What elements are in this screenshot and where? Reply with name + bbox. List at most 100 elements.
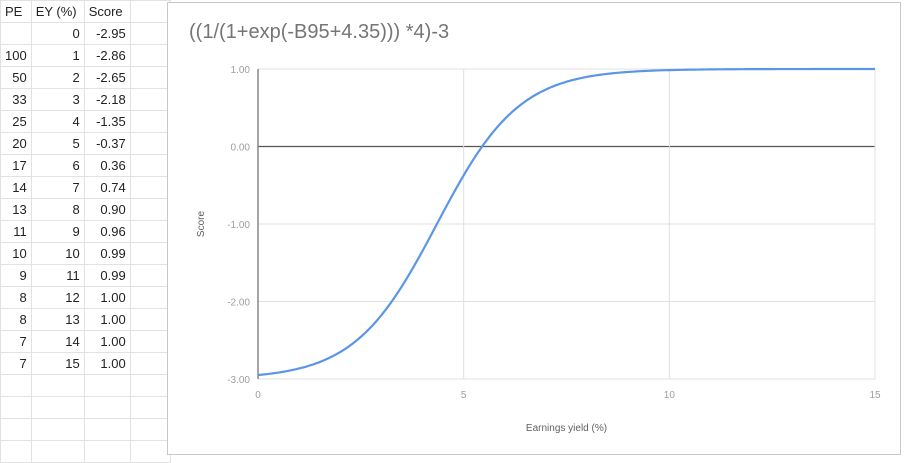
empty-cell[interactable] <box>129 22 171 45</box>
ey-cell[interactable]: 5 <box>30 132 85 155</box>
empty-cell[interactable] <box>129 198 171 221</box>
score-cell[interactable]: 0.36 <box>83 154 131 177</box>
empty-cell[interactable] <box>129 176 171 199</box>
empty-cell[interactable] <box>129 352 171 375</box>
pe-cell[interactable]: 100 <box>0 44 32 67</box>
score-cell[interactable]: -1.35 <box>83 110 131 133</box>
ey-cell[interactable]: 7 <box>30 176 85 199</box>
pe-cell[interactable]: 11 <box>0 220 32 243</box>
pe-cell[interactable]: 14 <box>0 176 32 199</box>
ey-cell[interactable] <box>30 374 85 397</box>
pe-cell[interactable]: 25 <box>0 110 32 133</box>
pe-cell[interactable] <box>0 22 32 45</box>
table-row: 14 7 0.74 <box>0 176 171 199</box>
empty-cell[interactable] <box>129 418 171 441</box>
empty-cell[interactable] <box>129 308 171 331</box>
ey-cell[interactable]: 12 <box>30 286 85 309</box>
score-cell[interactable]: 0.99 <box>83 264 131 287</box>
y-tick-label: 1.00 <box>231 65 251 76</box>
chart-container[interactable]: ((1/(1+exp(-B95+4.35))) *4)-3 1.00 0.00 -1… <box>167 2 901 455</box>
empty-cell[interactable] <box>129 330 171 353</box>
ey-cell[interactable]: 14 <box>30 330 85 353</box>
x-tick-label: 15 <box>869 390 881 401</box>
pe-cell[interactable]: 20 <box>0 132 32 155</box>
ey-cell[interactable]: 15 <box>30 352 85 375</box>
ey-cell[interactable]: EY (%) <box>30 0 85 23</box>
ey-cell[interactable]: 11 <box>30 264 85 287</box>
empty-cell[interactable] <box>129 44 171 67</box>
ey-cell[interactable]: 8 <box>30 198 85 221</box>
score-cell[interactable]: 0.99 <box>83 242 131 265</box>
ey-cell[interactable]: 9 <box>30 220 85 243</box>
x-tick-label: 10 <box>664 390 676 401</box>
empty-cell[interactable] <box>129 110 171 133</box>
score-cell[interactable] <box>83 374 131 397</box>
ey-cell[interactable] <box>30 396 85 419</box>
empty-cell[interactable] <box>129 0 171 23</box>
score-cell[interactable] <box>83 440 131 463</box>
ey-cell[interactable] <box>30 440 85 463</box>
score-cell[interactable]: 0.90 <box>83 198 131 221</box>
table-row: 33 3 -2.18 <box>0 88 171 111</box>
score-cell[interactable]: 1.00 <box>83 308 131 331</box>
empty-cell[interactable] <box>129 286 171 309</box>
table-row: 100 1 -2.86 <box>0 44 171 67</box>
score-cell[interactable]: 0.96 <box>83 220 131 243</box>
empty-cell[interactable] <box>129 396 171 419</box>
ey-cell[interactable]: 0 <box>30 22 85 45</box>
table-row: 11 9 0.96 <box>0 220 171 243</box>
score-cell[interactable]: 1.00 <box>83 330 131 353</box>
table-row: 9 11 0.99 <box>0 264 171 287</box>
pe-cell[interactable]: 17 <box>0 154 32 177</box>
pe-cell[interactable]: PE <box>0 0 32 23</box>
score-cell[interactable]: Score <box>83 0 131 23</box>
empty-cell[interactable] <box>129 440 171 463</box>
empty-cell[interactable] <box>129 132 171 155</box>
pe-cell[interactable]: 10 <box>0 242 32 265</box>
y-tick-label: -3.00 <box>227 375 250 386</box>
empty-cell[interactable] <box>129 154 171 177</box>
score-cell[interactable]: 0.74 <box>83 176 131 199</box>
ey-cell[interactable]: 3 <box>30 88 85 111</box>
table-row: 20 5 -0.37 <box>0 132 171 155</box>
ey-cell[interactable] <box>30 418 85 441</box>
score-cell[interactable] <box>83 418 131 441</box>
score-cell[interactable]: 1.00 <box>83 286 131 309</box>
empty-cell[interactable] <box>129 66 171 89</box>
pe-cell[interactable]: 8 <box>0 286 32 309</box>
pe-cell[interactable] <box>0 418 32 441</box>
pe-cell[interactable] <box>0 440 32 463</box>
pe-cell[interactable]: 33 <box>0 88 32 111</box>
score-cell[interactable]: 1.00 <box>83 352 131 375</box>
score-cell[interactable]: -2.18 <box>83 88 131 111</box>
ey-cell[interactable]: 2 <box>30 66 85 89</box>
pe-cell[interactable]: 7 <box>0 352 32 375</box>
pe-cell[interactable]: 50 <box>0 66 32 89</box>
table-row: 50 2 -2.65 <box>0 66 171 89</box>
pe-cell[interactable]: 9 <box>0 264 32 287</box>
pe-cell[interactable] <box>0 396 32 419</box>
empty-cell[interactable] <box>129 264 171 287</box>
score-cell[interactable]: -2.86 <box>83 44 131 67</box>
ey-cell[interactable]: 1 <box>30 44 85 67</box>
spreadsheet-table: PE EY (%) Score 0 -2.95 100 1 -2.86 50 2 -2.65 33 3-… <box>0 0 171 463</box>
ey-cell[interactable]: 13 <box>30 308 85 331</box>
ey-cell[interactable]: 4 <box>30 110 85 133</box>
pe-cell[interactable] <box>0 374 32 397</box>
ey-cell[interactable]: 10 <box>30 242 85 265</box>
empty-cell[interactable] <box>129 220 171 243</box>
score-cell[interactable]: -0.37 <box>83 132 131 155</box>
empty-cell[interactable] <box>129 88 171 111</box>
score-cell[interactable] <box>83 396 131 419</box>
pe-cell[interactable]: 8 <box>0 308 32 331</box>
empty-cell[interactable] <box>129 242 171 265</box>
y-axis-label: Score <box>196 211 207 238</box>
pe-cell[interactable]: 7 <box>0 330 32 353</box>
table-row: 17 6 0.36 <box>0 154 171 177</box>
empty-row <box>0 396 171 419</box>
pe-cell[interactable]: 13 <box>0 198 32 221</box>
score-cell[interactable]: -2.95 <box>83 22 131 45</box>
ey-cell[interactable]: 6 <box>30 154 85 177</box>
score-cell[interactable]: -2.65 <box>83 66 131 89</box>
empty-cell[interactable] <box>129 374 171 397</box>
